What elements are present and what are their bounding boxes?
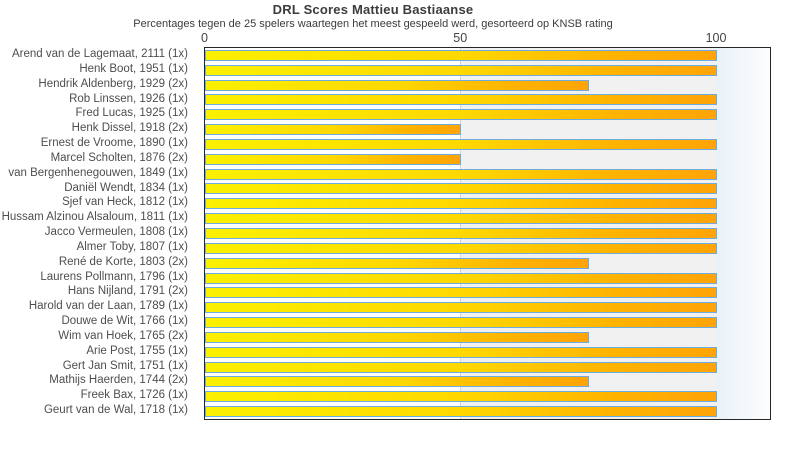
- bar: [205, 331, 589, 343]
- y-axis-label: Marcel Scholten, 1876 (2x): [50, 151, 188, 164]
- y-axis-label: Freek Bax, 1726 (1x): [80, 389, 188, 402]
- bar: [205, 257, 589, 269]
- y-axis-label: Hans Nijland, 1791 (2x): [67, 285, 188, 298]
- y-axis-label: Henk Boot, 1951 (1x): [79, 62, 188, 75]
- y-axis-label: René de Korte, 1803 (2x): [58, 255, 188, 268]
- y-axis-label: Rob Linssen, 1926 (1x): [69, 92, 188, 105]
- bar: [205, 213, 717, 225]
- y-axis-label: Wim van Hoek, 1765 (2x): [58, 329, 188, 342]
- y-axis-label: Mathijs Haerden, 1744 (2x): [49, 374, 188, 387]
- bar: [205, 242, 717, 254]
- bar: [205, 198, 717, 210]
- y-axis-label: Henk Dissel, 1918 (2x): [71, 122, 188, 135]
- y-axis-label: Sjef van Heck, 1812 (1x): [62, 196, 188, 209]
- y-axis-label: Harold van der Laan, 1789 (1x): [28, 300, 188, 313]
- y-axis-label: Arend van de Lagemaat, 2111 (1x): [11, 48, 188, 60]
- y-axis-labels: Arend van de Lagemaat, 2111 (1x) Henk Boo…: [0, 47, 196, 419]
- bar: [205, 168, 717, 180]
- y-axis-label: Fred Lucas, 1925 (1x): [75, 107, 188, 120]
- y-axis-label: Geurt van de Wal, 1718 (1x): [43, 404, 188, 417]
- bar: [205, 124, 461, 136]
- y-axis-label: Douwe de Wit, 1766 (1x): [61, 315, 188, 328]
- y-axis-label: Hendrik Aldenberg, 1929 (2x): [38, 77, 188, 90]
- x-axis-tick-label: 50: [453, 31, 468, 45]
- bar: [205, 94, 717, 106]
- y-axis-label: Jacco Vermeulen, 1808 (1x): [44, 226, 188, 239]
- bar: [205, 361, 717, 373]
- bar: [205, 317, 717, 329]
- y-axis-label: van Bergenhenegouwen, 1849 (1x): [8, 166, 188, 179]
- bar: [205, 153, 461, 165]
- chart-subtitle: Percentages tegen de 25 spelers waartege…: [133, 18, 613, 30]
- bar: [205, 64, 717, 76]
- y-axis-label: Laurens Pollmann, 1796 (1x): [40, 270, 188, 283]
- chart-title: DRL Scores Mattieu Bastiaanse: [272, 2, 474, 17]
- bar: [205, 183, 717, 195]
- y-axis-label: Arie Post, 1755 (1x): [86, 344, 188, 357]
- background-band-past-100: [717, 48, 770, 419]
- x-axis-tick-label: 0: [201, 31, 208, 45]
- x-axis-ticks: 0 50 100: [201, 31, 770, 46]
- x-axis-tick-label: 100: [705, 31, 727, 45]
- bar: [205, 49, 717, 61]
- y-axis-label: Hussam Alzinou Alsaloum, 1811 (1x): [1, 211, 188, 224]
- y-axis-label: Gert Jan Smit, 1751 (1x): [62, 359, 188, 372]
- bar: [205, 391, 717, 403]
- plot-area: [204, 47, 771, 420]
- bar: [205, 376, 589, 388]
- bar: [205, 287, 717, 299]
- bar: [205, 346, 717, 358]
- bar: [205, 109, 717, 121]
- bar: [205, 138, 717, 150]
- bar: [205, 272, 717, 284]
- bar: [205, 79, 589, 91]
- bar: [205, 406, 717, 418]
- bar: [205, 228, 717, 239]
- y-axis-label: Ernest de Vroome, 1890 (1x): [40, 137, 188, 150]
- y-axis-label: Daniël Wendt, 1834 (1x): [64, 181, 188, 194]
- y-axis-label: Almer Toby, 1807 (1x): [76, 240, 188, 253]
- bar: [205, 302, 717, 314]
